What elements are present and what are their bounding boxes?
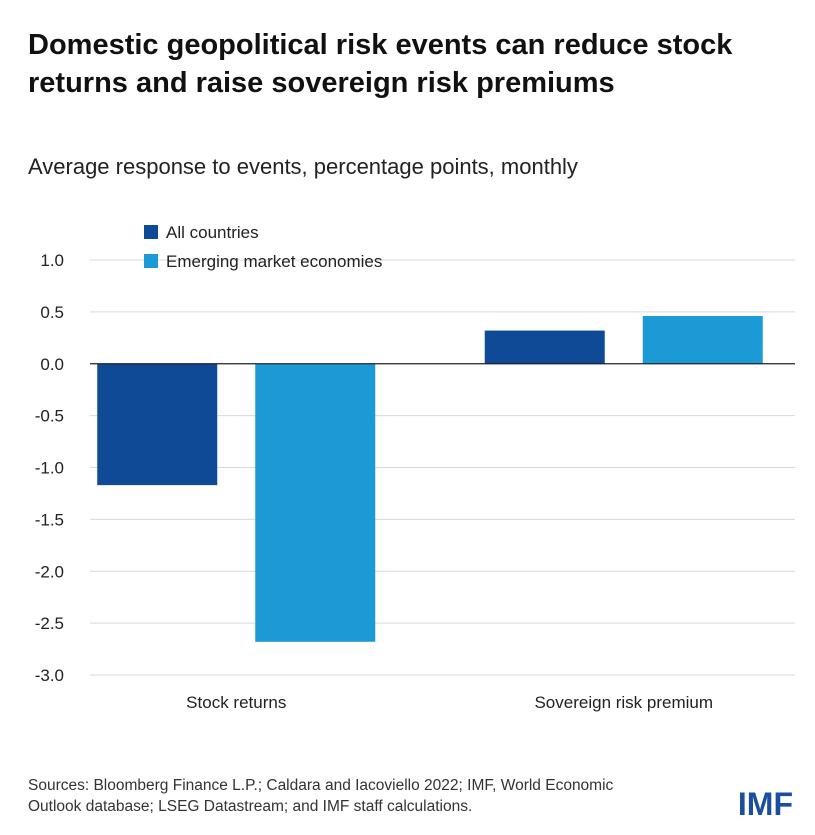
sources-note: Sources: Bloomberg Finance L.P.; Caldara… [28,777,614,815]
legend-label: Emerging market economies [166,252,382,271]
y-tick-label: -3.0 [35,666,64,685]
y-tick-label: -1.0 [35,459,64,478]
chart-title: Domestic geopolitical risk events can re… [28,29,733,99]
y-tick-label: 0.0 [40,355,64,374]
imf-logo: IMF [737,786,793,822]
chart-subtitle: Average response to events, percentage p… [28,154,578,179]
y-tick-label: 1.0 [40,251,64,270]
y-tick-label: -1.5 [35,510,64,529]
bar-chart: 1.0 0.5 0.0 -0.5 -1.0 -1.5 -2.0 -2.5 -3.0 Stock r… [35,223,795,712]
bar [97,363,218,486]
x-category-label: Sovereign risk premium [534,693,713,712]
bar [484,330,605,364]
legend-swatch [144,254,158,268]
x-category-label: Stock returns [186,693,286,712]
y-tick-label: 0.5 [40,303,64,322]
y-tick-label: -2.0 [35,562,64,581]
legend-swatch [144,225,158,239]
y-tick-label: -0.5 [35,407,64,426]
legend-label: All countries [166,223,259,242]
bar [255,363,376,642]
bar [642,316,763,364]
y-tick-label: -2.5 [35,614,64,633]
